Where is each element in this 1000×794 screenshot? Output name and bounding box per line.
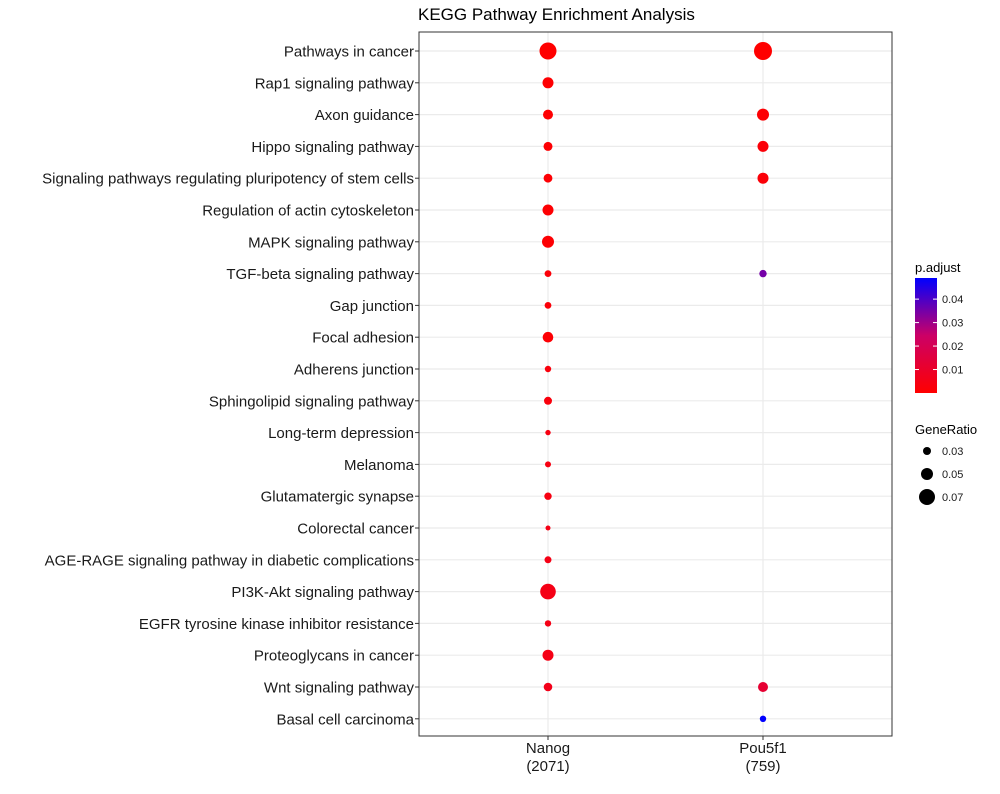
y-tick-label: Pathways in cancer <box>284 44 414 61</box>
x-tick-label: Nanog (2071) <box>526 740 570 775</box>
y-tick-label: Regulation of actin cytoskeleton <box>202 203 414 220</box>
size-legend-swatch <box>923 447 931 455</box>
data-point <box>543 682 553 692</box>
data-point <box>542 235 554 248</box>
y-tick-label: Sphingolipid signaling pathway <box>209 393 415 410</box>
y-tick-label: Hippo signaling pathway <box>251 139 414 156</box>
panel-border <box>418 31 893 737</box>
data-point <box>542 649 554 661</box>
size-legend-label: 0.03 <box>942 446 963 458</box>
data-point <box>543 173 553 183</box>
data-point <box>544 270 552 277</box>
size-legend-swatch <box>921 468 933 480</box>
y-tick-label: MAPK signaling pathway <box>248 234 414 251</box>
size-legend-label: 0.05 <box>942 469 963 481</box>
x-tick-label: Pou5f1 (759) <box>739 740 787 775</box>
y-tick-label: TGF-beta signaling pathway <box>226 266 414 283</box>
y-tick-label: Focal adhesion <box>312 330 414 347</box>
y-tick-label: Gap junction <box>330 298 414 315</box>
color-legend-title: p.adjust <box>915 260 961 275</box>
color-legend-label: 0.04 <box>942 294 963 306</box>
data-point <box>544 556 552 564</box>
data-point <box>545 525 551 531</box>
data-point <box>542 331 554 343</box>
chart-title: KEGG Pathway Enrichment Analysis <box>418 5 695 24</box>
color-legend-label: 0.03 <box>942 318 963 330</box>
y-tick-label: Wnt signaling pathway <box>264 680 415 697</box>
y-tick-label: Glutamatergic synapse <box>261 489 414 506</box>
y-tick-label: Long-term depression <box>268 425 414 442</box>
data-point <box>544 302 552 309</box>
y-axis: Pathways in cancer Rap1 signaling pathway… <box>42 44 419 728</box>
data-point <box>757 108 769 121</box>
data-point <box>757 172 769 184</box>
data-point <box>543 109 553 120</box>
data-point <box>542 77 554 89</box>
points-layer <box>539 42 772 722</box>
y-tick-label: Rap1 signaling pathway <box>255 75 415 92</box>
y-tick-label: Axon guidance <box>315 107 414 124</box>
data-point <box>759 269 767 278</box>
data-point <box>759 715 767 722</box>
y-tick-label: Proteoglycans in cancer <box>254 648 414 665</box>
data-point <box>757 140 769 152</box>
size-legend-title: GeneRatio <box>915 422 977 437</box>
color-legend-ticks: 0.04 0.03 0.02 0.01 <box>915 294 963 377</box>
data-point <box>544 396 552 405</box>
legend: p.adjust 0.04 0.03 0.02 0.01 GeneRatio 0.03… <box>915 260 977 505</box>
y-tick-label: Basal cell carcinoma <box>276 711 414 728</box>
size-legend-items: 0.03 0.05 0.07 <box>919 446 963 505</box>
color-legend-label: 0.02 <box>942 341 963 353</box>
data-point <box>544 365 552 373</box>
size-legend-swatch <box>919 489 935 505</box>
data-point <box>544 620 552 627</box>
color-legend-label: 0.01 <box>942 365 963 377</box>
y-tick-label: Signaling pathways regulating pluripoten… <box>42 171 414 188</box>
data-point <box>545 429 551 436</box>
data-point <box>543 141 553 151</box>
data-point <box>754 42 772 60</box>
y-tick-label: Adherens junction <box>294 362 414 379</box>
size-legend-label: 0.07 <box>942 492 963 504</box>
y-tick-label: AGE-RAGE signaling pathway in diabetic c… <box>45 552 414 569</box>
x-axis: Nanog (2071) Pou5f1 (759) <box>526 736 787 775</box>
data-point <box>544 492 552 500</box>
data-point <box>539 42 557 60</box>
data-point <box>545 461 551 468</box>
data-point <box>758 682 768 692</box>
y-tick-label: EGFR tyrosine kinase inhibitor resistanc… <box>139 616 414 633</box>
y-tick-label: Melanoma <box>344 457 415 474</box>
y-tick-label: PI3K-Akt signaling pathway <box>231 584 414 601</box>
data-point <box>540 583 556 600</box>
grid-layer <box>419 32 892 736</box>
y-tick-label: Colorectal cancer <box>297 521 414 538</box>
data-point <box>542 204 554 216</box>
color-legend-bar <box>915 278 937 393</box>
